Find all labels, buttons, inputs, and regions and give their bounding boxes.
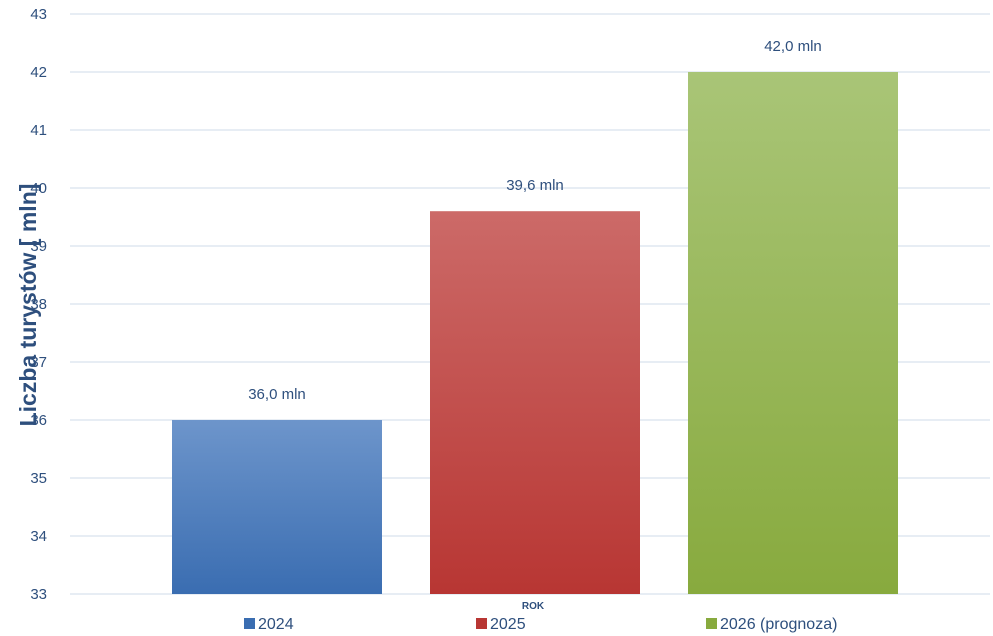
x-axis-title: ROK	[522, 601, 545, 612]
y-tick-label: 34	[30, 528, 47, 545]
y-tick-label: 38	[30, 296, 47, 313]
bar-2024	[172, 420, 382, 594]
y-axis-title: Liczba turystów [ mln]	[15, 184, 41, 427]
legend: 2024 2025 2026 (prognoza)	[244, 616, 837, 633]
y-tick-label: 36	[30, 412, 47, 429]
legend-label-2025: 2025	[490, 616, 526, 633]
y-tick-label: 37	[30, 354, 47, 371]
y-tick-label: 43	[30, 6, 47, 23]
y-axis-ticks: 33 34 35 36 37 38 39 40 41 42 43	[30, 6, 47, 603]
bar-2026	[688, 72, 898, 594]
y-tick-label: 42	[30, 64, 47, 81]
data-labels: 36,0 mln 39,6 mln 42,0 mln	[248, 38, 822, 403]
y-tick-label: 41	[30, 122, 47, 139]
data-label-2025: 39,6 mln	[506, 177, 564, 194]
data-label-2024: 36,0 mln	[248, 386, 306, 403]
y-tick-label: 39	[30, 238, 47, 255]
legend-label-2024: 2024	[258, 616, 294, 633]
y-tick-label: 40	[30, 180, 47, 197]
bar-2025	[430, 211, 640, 594]
legend-swatch-2025	[476, 618, 487, 629]
legend-swatch-2026	[706, 618, 717, 629]
y-tick-label: 35	[30, 470, 47, 487]
legend-label-2026: 2026 (prognoza)	[720, 616, 837, 633]
legend-swatch-2024	[244, 618, 255, 629]
data-label-2026: 42,0 mln	[764, 38, 822, 55]
y-tick-label: 33	[30, 586, 47, 603]
bars	[172, 72, 898, 594]
